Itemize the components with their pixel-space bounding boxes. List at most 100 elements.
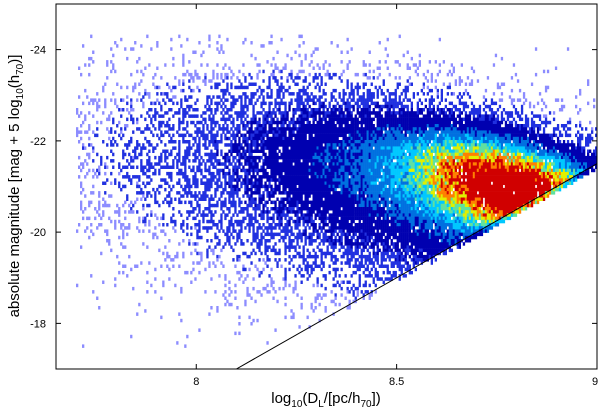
density-bin: [136, 184, 139, 189]
density-bin: [336, 130, 339, 134]
density-bin: [250, 159, 253, 163]
density-bin: [332, 207, 335, 211]
density-bin: [344, 133, 347, 138]
density-bin: [374, 149, 377, 153]
density-bin: [296, 239, 299, 243]
density-bin: [372, 200, 375, 205]
density-bin: [378, 207, 381, 211]
density-bin: [182, 162, 185, 166]
density-bin: [354, 229, 357, 233]
density-bin: [364, 101, 367, 106]
density-bin: [352, 130, 355, 134]
density-bin: [262, 98, 265, 102]
density-bin: [262, 69, 265, 74]
density-bin: [316, 124, 319, 128]
density-bin: [376, 120, 379, 125]
density-bin: [328, 194, 331, 198]
density-bin: [300, 152, 303, 157]
density-bin: [120, 130, 123, 134]
density-bin: [324, 127, 327, 131]
density-bin: [286, 245, 289, 249]
density-bin: [358, 254, 361, 259]
density-bin: [192, 165, 195, 169]
density-bin: [308, 111, 311, 115]
density-bin: [330, 130, 333, 134]
density-bin: [248, 143, 251, 147]
density-bin: [122, 149, 125, 153]
density-bin: [76, 127, 79, 131]
density-bin: [270, 223, 273, 227]
density-bin: [242, 120, 245, 125]
density-bin: [150, 130, 153, 134]
density-bin: [370, 219, 373, 224]
density-bin: [226, 232, 229, 237]
density-bin: [190, 280, 193, 284]
density-bin: [316, 235, 319, 240]
density-bin: [250, 95, 253, 99]
density-bin: [280, 120, 283, 125]
density-bin: [342, 251, 345, 256]
density-bin: [102, 88, 105, 93]
density-bin: [376, 111, 379, 115]
density-bin: [82, 143, 85, 147]
density-bin: [342, 210, 345, 214]
density-bin: [348, 146, 351, 150]
density-bin: [130, 140, 133, 144]
density-bin: [242, 267, 245, 272]
density-bin: [308, 194, 311, 198]
density-bin: [266, 114, 269, 118]
density-bin: [180, 88, 183, 93]
density-bin: [78, 223, 81, 227]
density-bin: [168, 184, 171, 189]
density-bin: [282, 181, 285, 185]
density-bin: [358, 171, 361, 176]
density-bin: [170, 171, 173, 176]
density-bin: [302, 155, 305, 160]
density-bin: [134, 85, 137, 90]
density-bin: [202, 143, 205, 147]
density-bin: [364, 197, 367, 201]
density-bin: [154, 200, 157, 205]
density-bin: [380, 210, 383, 214]
density-bin: [322, 207, 325, 211]
density-bin: [154, 162, 157, 166]
density-bin: [160, 264, 163, 268]
density-bin: [178, 197, 181, 201]
density-bin: [182, 223, 185, 227]
density-bin: [276, 140, 279, 144]
density-bin: [292, 203, 295, 208]
density-bin: [316, 143, 319, 147]
density-bin: [292, 159, 295, 163]
density-bin: [268, 108, 271, 112]
density-bin: [376, 101, 379, 106]
density-bin: [364, 226, 367, 230]
density-bin: [320, 175, 323, 179]
density-bin: [368, 210, 371, 214]
density-bin: [300, 274, 303, 278]
density-bin: [258, 181, 261, 185]
density-bin: [316, 264, 319, 268]
density-bin: [276, 184, 279, 189]
density-bin: [378, 133, 381, 138]
density-bin: [284, 162, 287, 166]
density-bin: [280, 229, 283, 233]
density-bin: [340, 194, 343, 198]
density-bin: [178, 149, 181, 153]
density-bin: [192, 50, 195, 54]
density-bin: [296, 152, 299, 157]
density-bin: [274, 104, 277, 109]
density-bin: [200, 168, 203, 173]
density-bin: [272, 108, 275, 112]
density-bin: [272, 136, 275, 141]
density-bin: [354, 248, 357, 253]
density-bin: [352, 92, 355, 96]
density-bin: [324, 92, 327, 96]
density-bin: [202, 124, 205, 128]
density-bin: [344, 203, 347, 208]
density-bin: [370, 117, 373, 122]
density-bin: [334, 162, 337, 166]
density-bin: [158, 168, 161, 173]
density-bin: [372, 194, 375, 198]
density-bin: [248, 155, 251, 160]
density-bin: [128, 203, 131, 208]
